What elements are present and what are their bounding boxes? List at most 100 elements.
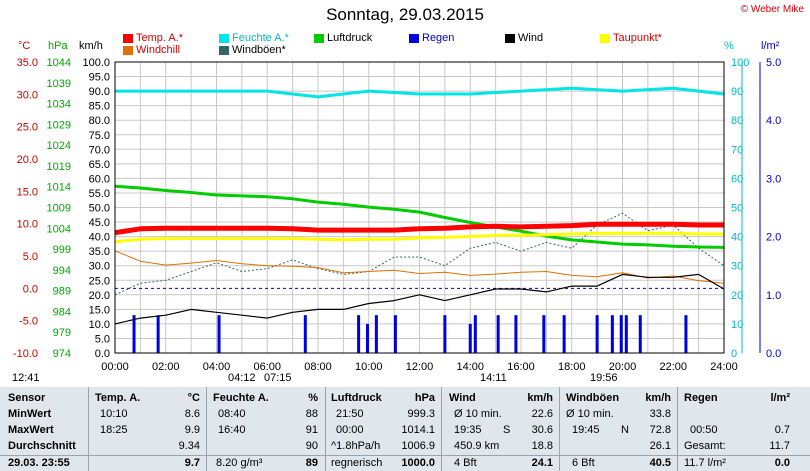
legend-swatch (219, 45, 229, 55)
humidity-tick-label: 100 (731, 57, 749, 69)
chart-title: Sonntag, 29.03.2015 (326, 5, 484, 24)
rain-bar (443, 315, 447, 353)
marker-time: 07:15 (264, 372, 292, 384)
rain-total-label: Gesamt: (684, 440, 726, 452)
temp-max: 9.9 (184, 424, 200, 436)
temp-axis-unit: °C (18, 40, 31, 52)
temp-min-time: 10:10 (100, 408, 128, 420)
pressure-tick-label: 974 (53, 348, 71, 360)
pressure-tick-label: 1004 (47, 223, 71, 235)
humidity-avg: 90 (305, 440, 318, 452)
legend-swatch (314, 33, 324, 43)
legend-item-windchill: Windchill (123, 44, 180, 56)
legend-label: Windchill (136, 44, 181, 56)
wind-tick-label: 45.0 (89, 217, 110, 229)
gusts-max-time: 19:45 (572, 424, 600, 436)
temp-tick-label: 30.0 (17, 89, 38, 101)
marker-time: 19:56 (590, 372, 618, 384)
col-head-humidity: Feuchte A. (213, 392, 269, 404)
gusts-current: 40.5 (649, 457, 671, 469)
humidity-absolute: 8.20 g/m³ (216, 457, 263, 469)
humidity-tick-label: 10 (731, 319, 743, 331)
rain-bar (496, 315, 500, 353)
table-divider (325, 387, 326, 471)
humidity-min: 88 (305, 408, 318, 420)
pressure-max-time: 00:00 (336, 424, 364, 436)
rain-tick-label: 3.0 (766, 173, 781, 185)
pressure-min: 999.3 (407, 408, 435, 420)
temp-tick-label: 35.0 (17, 57, 38, 69)
col-unit-humidity: % (308, 392, 318, 404)
rain-tick-label: 5.0 (766, 57, 781, 69)
wind-tick-label: 60.0 (89, 173, 110, 185)
series-line-windchill (114, 250, 725, 284)
wind-tick-label: 25.0 (89, 275, 110, 287)
legend-swatch (600, 33, 610, 43)
wind-tick-label: 80.0 (89, 115, 110, 127)
wind-min-label: Ø 10 min. (454, 408, 502, 420)
col-head-wind: Wind (449, 392, 476, 404)
rain-bar (624, 315, 628, 353)
row-label-avg: Durchschnitt (8, 440, 76, 452)
chart-series (114, 86, 725, 325)
rain-tick-label: 1.0 (766, 290, 781, 302)
humidity-tick-label: 40 (731, 232, 743, 244)
rain-bar (365, 323, 369, 353)
rain-bar (514, 315, 518, 353)
wind-max-direction: S (503, 424, 511, 436)
pressure-tick-label: 1034 (47, 99, 71, 111)
wind-max: 30.6 (531, 424, 553, 436)
rain-bar (374, 315, 378, 353)
row-label-sensor: Sensor (8, 392, 46, 404)
wind-max-time: 19:35 (454, 424, 482, 436)
pressure-tick-label: 1044 (47, 57, 71, 69)
col-unit-wind: km/h (527, 392, 553, 404)
wind-tick-label: 95.0 (89, 72, 110, 84)
temp-tick-label: 15.0 (17, 186, 38, 198)
wind-beaufort: 4 Bft (454, 457, 477, 469)
temp-current: 9.7 (184, 457, 200, 469)
col-head-rain: Regen (684, 392, 718, 404)
wind-tick-label: 70.0 (89, 144, 110, 156)
humidity-tick-label: 50 (731, 203, 743, 215)
col-head-gusts: Windböen (566, 392, 620, 404)
rain-bar (217, 315, 221, 353)
temp-tick-label: 25.0 (17, 122, 38, 134)
rain-axis-unit: l/m² (761, 40, 780, 52)
humidity-tick-label: 70 (731, 144, 743, 156)
x-tick-label: 16:00 (507, 361, 535, 373)
marker-time: 12:41 (12, 372, 40, 384)
humidity-tick-label: 90 (731, 86, 743, 98)
x-tick-label: 20:00 (609, 361, 637, 373)
legend-item-pressure: Luftdruck (314, 32, 372, 44)
wind-avg: 18.8 (531, 440, 553, 452)
legend-swatch (505, 33, 515, 43)
legend-swatch (409, 33, 419, 43)
table-divider (0, 455, 810, 456)
series-line-luftdruck (114, 184, 725, 249)
col-head-pressure: Luftdruck (331, 392, 382, 404)
rain-current: 0.0 (774, 457, 790, 469)
x-tick-label: 22:00 (659, 361, 687, 373)
wind-tick-label: 85.0 (89, 101, 110, 113)
x-tick-label: 00:00 (101, 361, 129, 373)
marker-time: 04:12 (228, 372, 256, 384)
row-label-current: 29.03. 23:55 (8, 457, 70, 469)
series-line-windben (114, 212, 725, 296)
wind-tick-label: 75.0 (89, 130, 110, 142)
legend-swatch (219, 33, 229, 43)
wind-tick-label: 35.0 (89, 246, 110, 258)
rain-tick-label: 4.0 (766, 115, 781, 127)
table-divider (206, 387, 207, 471)
wind-current: 24.1 (531, 457, 553, 469)
x-tick-label: 08:00 (304, 361, 332, 373)
pressure-tick-label: 979 (53, 327, 71, 339)
rain-bar (473, 315, 477, 353)
rain-bar (619, 315, 623, 353)
x-tick-label: 18:00 (558, 361, 586, 373)
x-tick-label: 24:00 (710, 361, 738, 373)
col-unit-gusts: km/h (645, 392, 671, 404)
pressure-max: 1014.1 (401, 424, 435, 436)
pressure-tick-label: 1009 (47, 203, 71, 215)
